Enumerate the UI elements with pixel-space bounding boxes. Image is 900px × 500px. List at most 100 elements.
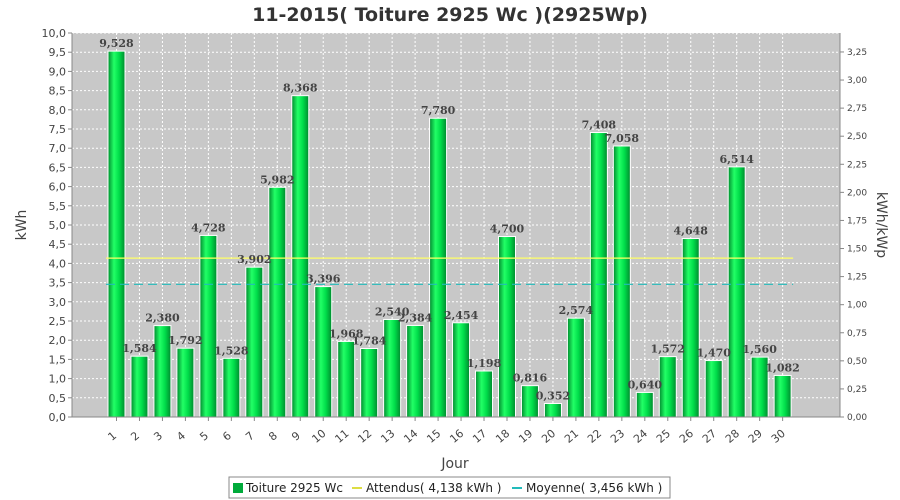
value-label: 1,584 [122, 342, 157, 355]
x-tick-label: 29 [746, 427, 765, 446]
x-axis-title: Jour [440, 456, 469, 472]
y-right-tick-label: 1,75 [847, 216, 867, 226]
y-tick-label: 6,0 [49, 181, 67, 194]
bar [268, 186, 287, 418]
x-tick-label: 14 [401, 427, 420, 446]
legend-swatch-bars [233, 483, 243, 493]
x-tick-label: 18 [493, 427, 512, 446]
value-label: 6,514 [719, 153, 754, 166]
y-right-tick-label: 1,25 [847, 273, 867, 283]
value-label: 0,640 [628, 378, 663, 391]
value-label: 1,528 [214, 344, 249, 357]
y-tick-label: 9,5 [49, 46, 67, 59]
value-label: 5,982 [260, 173, 294, 186]
x-tick-label: 11 [332, 427, 351, 446]
y-right-tick-label: 1,00 [847, 301, 867, 311]
y-right-tick-label: 0,25 [847, 385, 867, 395]
value-label: 7,058 [605, 132, 640, 145]
y-right-tick-label: 0,00 [847, 413, 867, 423]
y-right-tick-label: 2,25 [847, 160, 867, 170]
value-label: 7,408 [582, 119, 617, 132]
y-tick-label: 3,0 [49, 296, 67, 309]
bar [291, 95, 310, 418]
value-label: 1,082 [765, 361, 799, 374]
bar [176, 347, 195, 418]
y-axis-right-title: kWh/kWp [873, 192, 889, 258]
value-label: 4,648 [674, 225, 709, 238]
x-tick-label: 23 [608, 427, 627, 446]
y-tick-label: 2,5 [49, 315, 67, 328]
reference-lines [106, 257, 794, 285]
value-label: 1,784 [352, 334, 387, 347]
bar [612, 145, 631, 418]
value-label: 0,352 [536, 389, 570, 402]
value-label: 7,780 [421, 104, 456, 117]
bar [360, 347, 379, 418]
x-tick-label: 17 [470, 427, 489, 446]
x-tick-label: 30 [769, 427, 788, 446]
value-label: 1,968 [329, 327, 364, 340]
legend-label-average: Moyenne( 3,456 kWh ) [526, 481, 662, 495]
y-tick-label: 6,5 [49, 161, 67, 174]
x-tick-label: 21 [562, 427, 581, 446]
bar [635, 391, 654, 418]
y-tick-label: 5,5 [49, 200, 67, 213]
value-labels: 9,528 1,584 2,380 1,792 4,728 1,528 3,902 5,982… [99, 37, 800, 402]
x-tick-label: 4 [174, 429, 188, 443]
x-tick-label: 12 [355, 427, 374, 446]
x-tick-label: 20 [539, 427, 558, 446]
y-axis-left: 0,0 0,5 1,0 1,5 2,0 2,5 3,0 3,5 4,0 4,5 5,0 5,5 6,0 6… [42, 27, 73, 424]
x-tick-label: 3 [151, 429, 165, 443]
value-label: 2,384 [398, 311, 433, 324]
x-axis: 1 2 3 4 5 6 7 8 9 10 11 12 13 14 15 16 17 18 19 20 21 22 23 24 2… [72, 416, 840, 446]
legend: Toiture 2925 Wc Attendus( 4,138 kWh ) Mo… [228, 476, 671, 499]
value-label: 1,560 [742, 343, 777, 356]
legend-label-expected: Attendus( 4,138 kWh ) [366, 481, 501, 495]
value-label: 1,792 [168, 334, 202, 347]
bar [589, 132, 608, 418]
x-tick-label: 9 [289, 429, 303, 443]
y-right-tick-label: 2,75 [847, 104, 867, 114]
x-tick-label: 22 [585, 427, 604, 446]
chart-title: 11-2015( Toiture 2925 Wc )(2925Wp) [252, 4, 648, 26]
x-tick-label: 10 [309, 427, 328, 446]
y-tick-label: 4,0 [49, 257, 67, 270]
bar [107, 50, 126, 418]
x-tick-label: 27 [700, 427, 719, 446]
y-tick-label: 1,5 [49, 353, 67, 366]
y-tick-label: 10,0 [42, 27, 67, 40]
bar [543, 402, 562, 418]
x-tick-label: 19 [516, 427, 535, 446]
y-right-tick-label: 0,50 [847, 357, 867, 367]
value-label: 3,902 [237, 253, 271, 266]
y-tick-label: 5,0 [49, 219, 67, 232]
value-label: 8,368 [283, 82, 318, 95]
y-tick-label: 8,5 [49, 85, 67, 98]
bar [773, 374, 792, 418]
bar [130, 355, 149, 418]
y-axis-right: 0,00 0,25 0,50 0,75 1,00 1,25 1,50 1,75 2,00 2,25… [839, 33, 867, 423]
bar [406, 324, 425, 418]
legend-box [228, 476, 671, 499]
y-right-tick-label: 2,50 [847, 132, 867, 142]
y-tick-label: 7,5 [49, 123, 67, 136]
y-axis-title: kWh [14, 210, 30, 241]
bar [199, 234, 218, 418]
value-label: 3,396 [306, 273, 341, 286]
value-label: 0,816 [513, 372, 548, 385]
bar [245, 266, 264, 418]
y-right-tick-label: 0,75 [847, 329, 867, 339]
y-tick-label: 1,0 [49, 373, 67, 386]
value-label: 2,574 [559, 304, 594, 317]
value-label: 4,728 [191, 221, 226, 234]
bar [497, 236, 516, 418]
value-label: 4,700 [490, 223, 525, 236]
bar [704, 360, 723, 418]
x-tick-label: 25 [654, 427, 673, 446]
bar [475, 370, 494, 418]
x-tick-label: 8 [266, 429, 280, 443]
y-tick-label: 9,0 [49, 65, 67, 78]
value-label: 1,198 [467, 357, 502, 370]
bar [314, 286, 333, 418]
